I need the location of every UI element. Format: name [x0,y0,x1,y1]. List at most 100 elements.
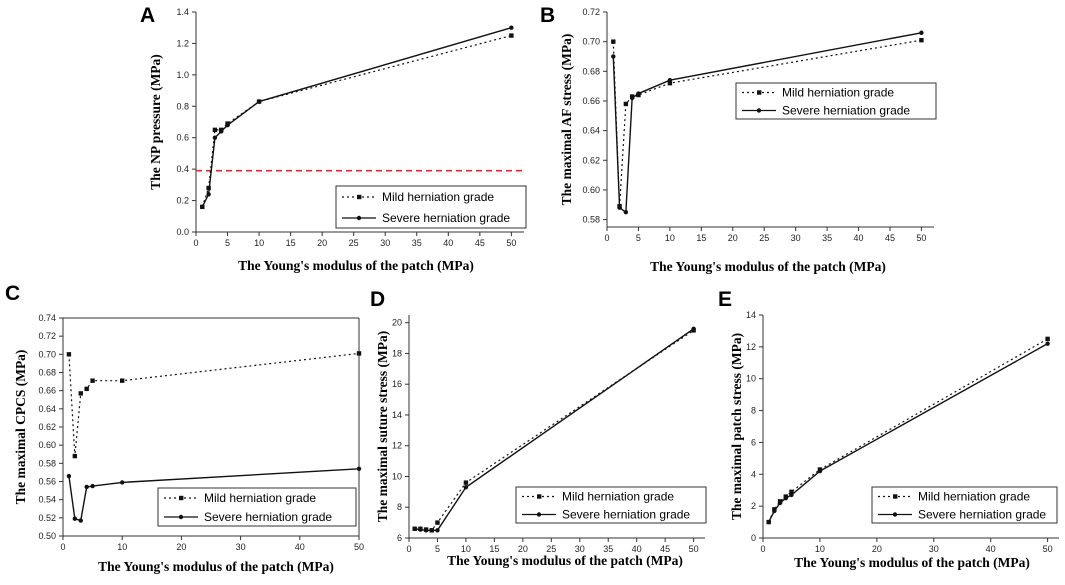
y-tick-label: 0.6 [176,133,189,143]
x-tick-label: 40 [443,238,453,248]
y-axis-title: The maximal AF stress (MPa) [559,34,574,206]
panel-letter: B [540,4,555,27]
panel-letter: C [5,282,20,305]
panel-c: 0 10 20 30 40 50 0.50 0.52 0.54 0.56 0.58 0.60 0.62 0… [5,282,364,574]
y-tick-label: 0.66 [582,96,600,106]
data-point-mild [72,453,78,459]
x-tick-label: 10 [254,238,264,248]
x-axis-title: The Young's modulus of the patch (MPa) [98,559,334,574]
y-tick-label: 2 [751,501,756,511]
data-point-severe [356,466,362,471]
data-point-severe [617,205,622,210]
legend-label: Mild herniation grade [204,491,316,505]
y-tick-label: 0.54 [38,495,56,505]
x-tick-label: 10 [117,542,127,552]
x-tick-label: 50 [354,542,364,552]
data-point-severe [777,500,783,506]
legend-label: Severe herniation grade [204,510,332,524]
data-point-severe [611,54,616,59]
data-point-mild [789,489,794,495]
y-tick-label: 0.74 [38,313,56,323]
x-tick-label: 40 [854,233,864,243]
x-tick-label: 20 [872,544,882,554]
data-point-severe [256,99,262,104]
y-tick-label: 0.64 [582,126,600,136]
data-point-severe [1045,341,1050,346]
y-axis-title: The NP pressure (MPa) [148,54,163,190]
x-tick-label: 40 [986,544,996,554]
x-tick-label: 50 [506,238,516,248]
x-tick-label: 0 [760,544,765,554]
y-tick-label: 14 [746,310,756,320]
x-axis-title: The Young's modulus of the patch (MPa) [238,258,474,273]
data-point-mild [66,352,72,357]
x-tick-label: 25 [546,544,556,554]
series-line-mild [68,352,360,457]
y-tick-label: 8 [397,502,402,512]
data-point-severe [817,468,823,474]
y-tick-label: 0.8 [176,101,189,111]
legend-marker-mild [893,494,898,499]
legend-box [735,82,937,120]
data-point-severe [200,204,205,210]
data-point-severe [120,480,125,485]
x-tick-label: 0 [604,233,609,243]
series-line-mild [201,34,512,208]
panel-letter: D [370,288,385,311]
y-tick-label: 0.64 [38,404,56,414]
x-tick-label: 0 [406,544,411,554]
x-tick-label: 0 [193,238,198,248]
data-point-mild [623,101,629,107]
y-axis-title: The maximal patch stress (MPa) [729,333,744,520]
x-tick-label: 40 [632,544,642,554]
y-tick-label: 1.4 [176,7,189,17]
x-tick-label: 30 [791,233,801,243]
data-point-severe [509,25,514,30]
y-tick-label: 0.62 [582,155,600,165]
legend-label: Mild herniation grade [918,490,1030,504]
x-tick-label: 5 [225,238,230,248]
legend-label: Mild herniation grade [782,86,894,100]
y-tick-label: 0 [751,533,756,543]
y-axis-title: The maximal CPCS (MPa) [13,350,28,505]
x-tick-label: 10 [461,544,471,554]
y-tick-label: 0.70 [582,37,600,47]
legend-label: Severe herniation grade [562,508,690,522]
x-tick-label: 50 [916,233,926,243]
data-point-mild [611,39,616,44]
data-point-mild [667,80,673,86]
data-point-mild [212,127,218,133]
y-tick-label: 0.60 [38,440,56,450]
legend-marker-mild [179,495,184,501]
data-point-mild [1045,336,1050,342]
x-tick-label: 35 [412,238,422,248]
y-tick-label: 0.50 [38,531,56,541]
data-point-severe [623,209,629,215]
x-tick-label: 40 [295,542,305,552]
data-point-severe [919,30,924,35]
y-tick-label: 4 [751,469,756,479]
data-point-severe [463,485,469,490]
data-point-severe [667,78,673,83]
data-point-severe [412,526,417,531]
data-point-mild [120,378,125,383]
data-point-severe [225,122,230,128]
y-tick-label: 16 [392,379,402,389]
panel-letter: E [718,288,732,311]
legend-marker-mild [757,90,762,95]
y-axis-title: The maximal suture stress (MPa) [375,331,390,522]
y-tick-label: 0.72 [582,7,600,17]
x-axis-title: The Young's modulus of the patch (MPa) [447,553,683,568]
x-axis-title: The Young's modulus of the patch (MPa) [794,555,1030,570]
x-tick-label: 15 [286,238,296,248]
y-tick-label: 0.68 [38,368,56,378]
panel-b: 0 5 10 15 20 25 30 35 40 45 50 0.58 0.60 0.62 0.64 0.66… [540,4,937,274]
x-tick-label: 30 [236,542,246,552]
y-tick-label: 10 [392,471,402,481]
panel-e: 0 10 20 30 40 50 0 2 4 6 8 10 12 14 Mild herniation gr… [718,288,1059,570]
data-point-severe [429,528,434,533]
x-tick-label: 30 [929,544,939,554]
x-tick-label: 45 [885,233,895,243]
panel-d: 0 5 10 15 20 25 30 35 40 45 50 6 8 10 12 14 16 18 20 Mild h… [370,288,707,568]
